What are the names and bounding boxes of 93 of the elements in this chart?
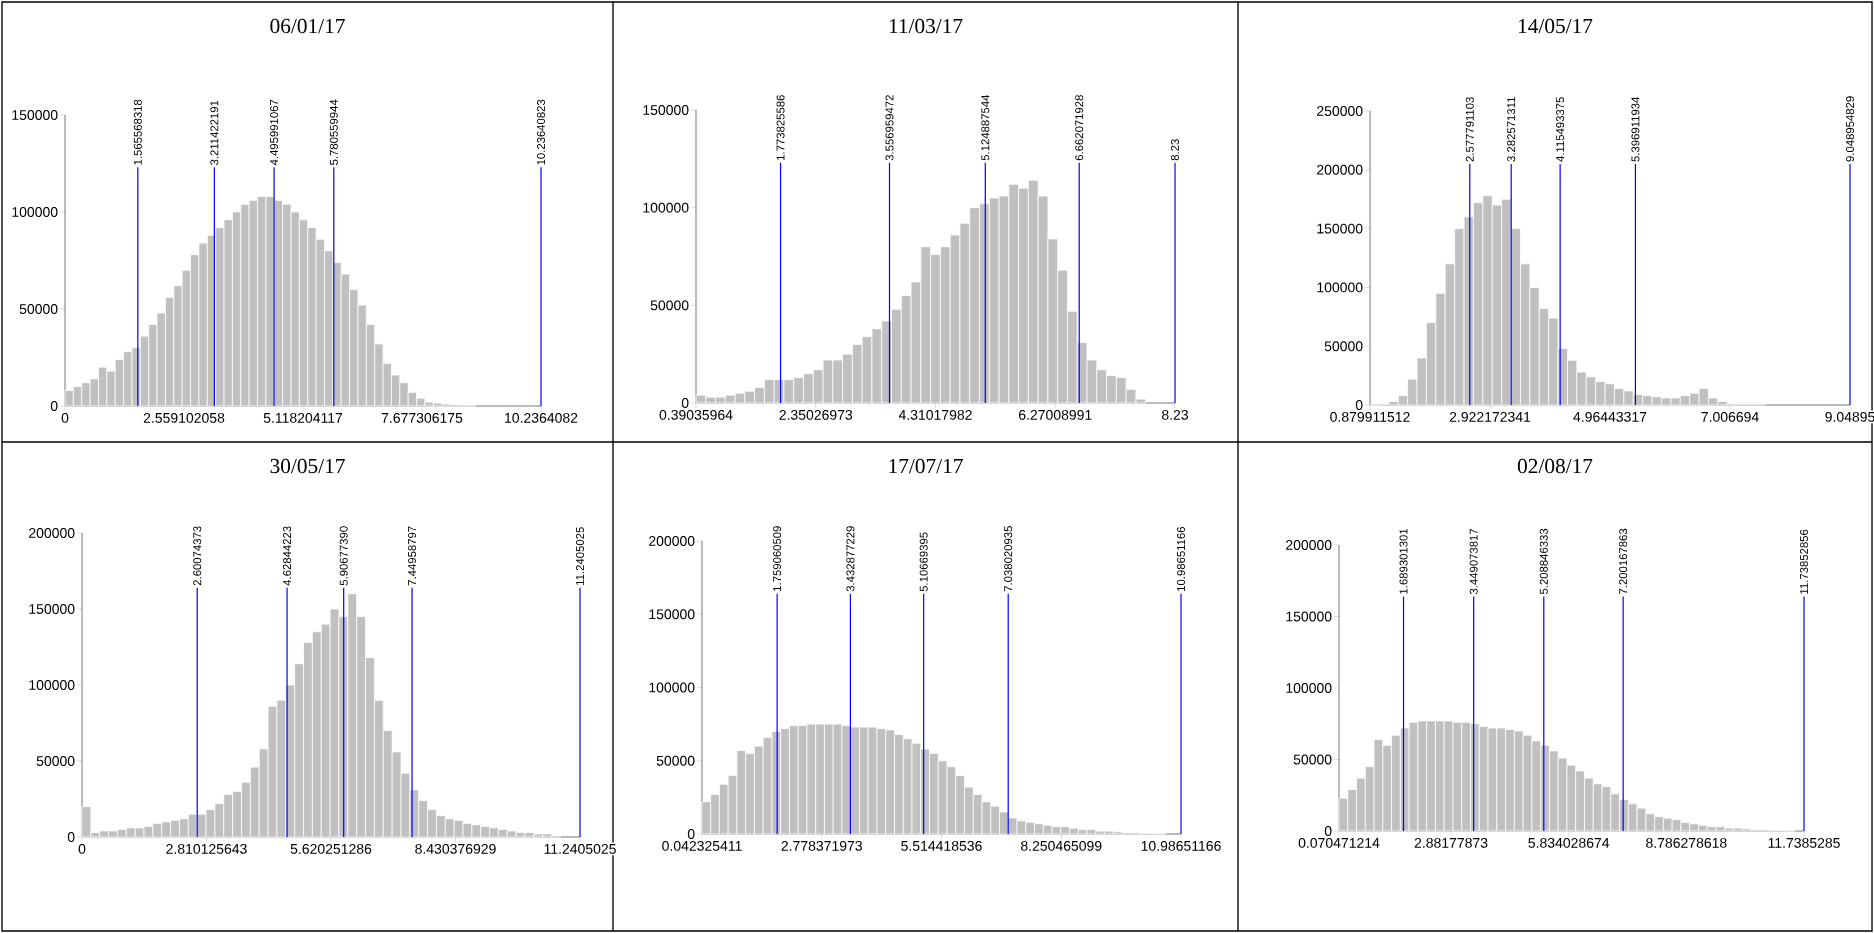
x-tick-label: 5.118204117 [263,412,343,423]
ref-line-label: 5.10669395 [919,532,928,592]
ref-line-label: 3.449073817 [1469,528,1478,595]
y-tick-label: 100000 [1286,683,1332,693]
ref-line-label: 5.780559944 [329,99,338,165]
x-tick-label: 4.96443317 [1573,411,1647,422]
ref-line-label: 7.200167863 [1619,528,1628,594]
ref-line-label: 7.038020935 [1004,526,1013,592]
y-tick-label: 0 [50,401,58,411]
y-tick-label: 100000 [649,682,695,693]
y-tick-label: 50000 [36,756,75,766]
y-tick-label: 0 [687,829,695,839]
ref-line-label: 8.23 [1171,139,1180,161]
y-tick-label: 150000 [649,609,695,620]
x-tick-label: 0.042325411 [662,840,742,851]
ref-line-label: 5.208846333 [1539,528,1548,595]
y-tick-label: 50000 [1293,754,1332,765]
y-tick-label: 0 [1324,826,1332,836]
x-tick-label: 2.922172341 [1449,411,1531,422]
y-tick-label: 100000 [1317,282,1363,293]
y-tick-label: 100000 [12,207,58,217]
y-tick-label: 200000 [1317,164,1363,175]
ref-line-label: 7.44958797 [408,526,417,586]
x-tick-label: 0.879911512 [1330,411,1410,422]
ref-line-label: 3.211422191 [210,100,219,165]
x-tick-label: 2.810125643 [166,843,247,854]
y-tick-label: 50000 [1324,341,1363,352]
x-tick-label: 7.006694 [1701,411,1759,422]
x-tick-label: 2.35026973 [779,409,853,420]
chart-title: 30/05/17 [270,458,345,474]
chart-title: 02/08/17 [1517,458,1593,474]
ref-line-label: 9.048954829 [1846,96,1855,162]
y-tick-label: 200000 [1286,540,1332,550]
ref-line-label: 3.282571311 [1507,97,1516,162]
y-tick-label: 150000 [12,110,58,120]
ref-line-label: 1.565568318 [133,99,142,165]
y-tick-label: 50000 [19,304,58,314]
chart-title: 06/01/17 [270,18,345,34]
y-tick-label: 150000 [29,604,75,614]
ref-line-label: 3.556959472 [885,95,894,161]
ref-line-label: 1.759060509 [773,526,782,591]
x-tick-label: 7.677306175 [381,412,463,423]
y-tick-label: 150000 [643,105,689,115]
ref-line-label: 5.396911934 [1631,96,1640,162]
ref-line-label: 11.73852856 [1800,529,1809,594]
x-tick-label: 5.620251286 [290,843,372,854]
ref-line-label: 4.62844223 [283,526,292,586]
x-tick-label: 0.39035964 [659,409,733,420]
y-tick-label: 50000 [650,300,689,311]
ref-line-label: 1.689301301 [1399,528,1408,594]
ref-line-label: 3.432877229 [846,526,855,592]
x-tick-label: 9.04895 [1825,411,1874,422]
ref-line-label: 4.495991067 [270,99,279,166]
ref-line-label: 2.577791103 [1465,97,1474,162]
y-tick-label: 50000 [656,755,695,766]
y-tick-label: 100000 [643,202,689,213]
x-tick-label: 8.430376929 [415,843,496,854]
chart-title: 14/05/17 [1518,18,1593,34]
y-tick-label: 250000 [1317,106,1363,116]
x-tick-label: 5.514418536 [901,840,982,851]
x-tick-label: 2.778371973 [781,840,862,851]
ref-line-label: 4.115493375 [1556,97,1565,162]
x-tick-label: 6.27008991 [1018,409,1092,420]
ref-line-label: 10.98651166 [1177,526,1186,591]
x-tick-label: 11.2405025 [544,843,616,854]
x-tick-label: 0.070471214 [1298,837,1380,848]
x-tick-label: 2.88177873 [1414,837,1488,848]
ref-line-label: 1.773825586 [776,95,785,160]
ref-line-label: 5.90677390 [339,526,348,586]
ref-line-label: 6.662071928 [1075,95,1084,161]
ref-line-label: 2.60074373 [193,526,202,586]
x-tick-label: 5.834028674 [1528,837,1610,848]
ref-line-label: 5.124887544 [981,94,990,161]
chart-title: 11/03/17 [889,18,963,34]
ref-line-label: 11.2405025 [576,527,585,585]
x-tick-label: 4.31017982 [898,409,972,420]
ref-line-label: 10.23640823 [537,99,546,165]
y-tick-label: 150000 [1286,611,1332,622]
chart-title: 17/07/17 [889,458,963,474]
y-tick-label: 200000 [29,528,75,538]
x-tick-label: 10.2364082 [505,412,578,423]
x-tick-label: 10.98651166 [1141,840,1221,851]
x-tick-label: 8.250465099 [1020,840,1102,851]
y-tick-label: 0 [1355,400,1363,410]
x-tick-label: 11.7385285 [1768,837,1840,848]
x-tick-label: 8.23 [1162,409,1189,420]
y-tick-label: 0 [681,398,689,408]
y-tick-label: 150000 [1317,223,1363,234]
y-tick-label: 200000 [649,536,695,546]
x-tick-label: 8.786278618 [1646,837,1727,848]
x-tick-label: 0 [78,843,86,854]
x-tick-label: 2.559102058 [143,412,225,423]
y-tick-label: 100000 [29,680,75,690]
